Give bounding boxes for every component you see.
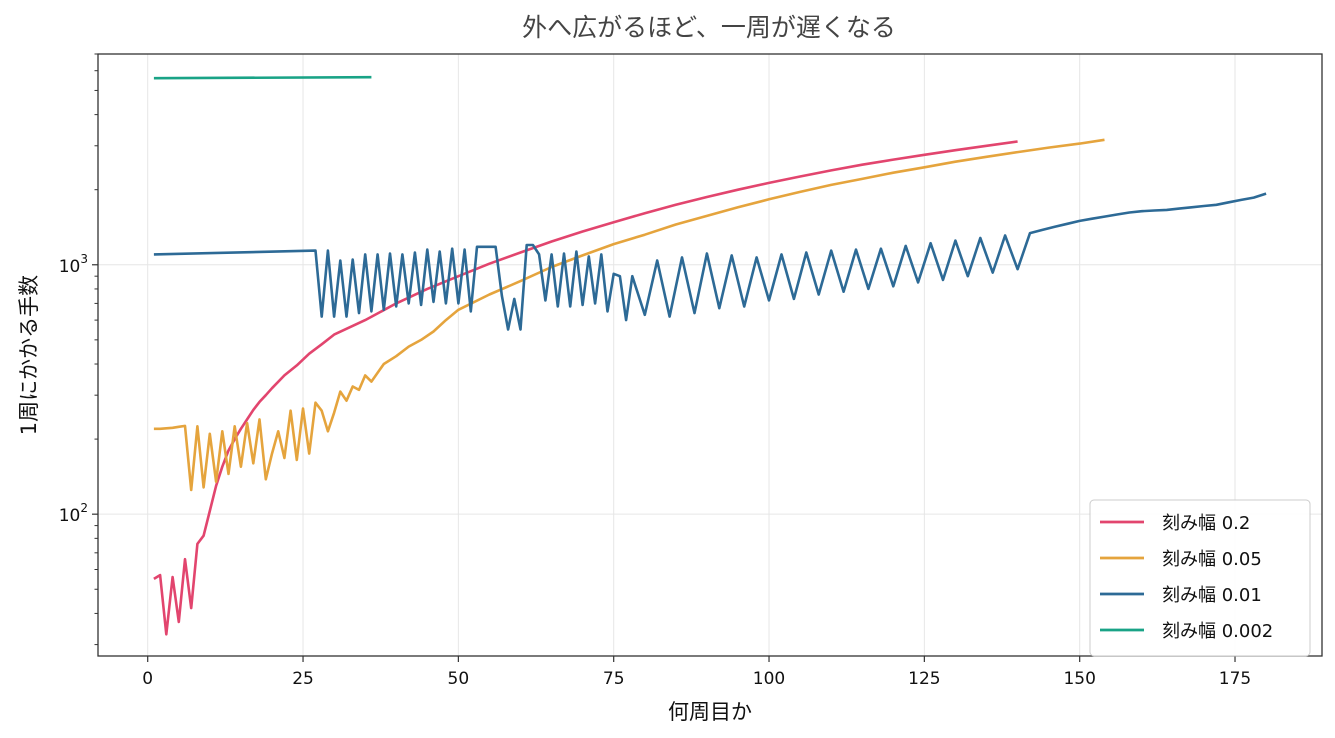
legend-label: 刻み幅 0.2	[1162, 513, 1250, 534]
legend: 刻み幅 0.2 刻み幅 0.05 刻み幅 0.01 刻み幅 0.002	[1089, 499, 1311, 657]
x-tick-label: 100	[753, 669, 785, 689]
x-tick-label: 0	[142, 669, 153, 689]
plot-frame	[97, 53, 1323, 657]
x-tick-label: 25	[292, 669, 314, 689]
x-tick-label: 175	[1219, 669, 1251, 689]
series-line-1	[153, 138, 1105, 492]
legend-label: 刻み幅 0.05	[1162, 549, 1262, 570]
y-tick-label: 103	[59, 252, 88, 277]
x-tick-label: 150	[1063, 669, 1095, 689]
legend-label: 刻み幅 0.002	[1162, 621, 1273, 642]
y-axis-label: 1周にかかる手数	[17, 275, 41, 435]
x-tick-label: 125	[908, 669, 940, 689]
series-group	[153, 75, 1267, 636]
chart-title: 外へ広がるほど、一周が遅くなる	[522, 13, 896, 42]
y-tick-label: 102	[59, 501, 88, 526]
x-tick-label: 50	[448, 669, 470, 689]
legend-label: 刻み幅 0.01	[1162, 585, 1262, 606]
series-line-0	[153, 140, 1018, 636]
x-axis-label: 何周目か	[668, 700, 752, 724]
ticks: 0 25 50 75 100 125 150 175 102 103	[59, 53, 1251, 689]
legend-box	[1089, 499, 1311, 657]
series-line-2	[153, 192, 1267, 331]
x-tick-label: 75	[603, 669, 625, 689]
series-line-3	[153, 75, 372, 80]
